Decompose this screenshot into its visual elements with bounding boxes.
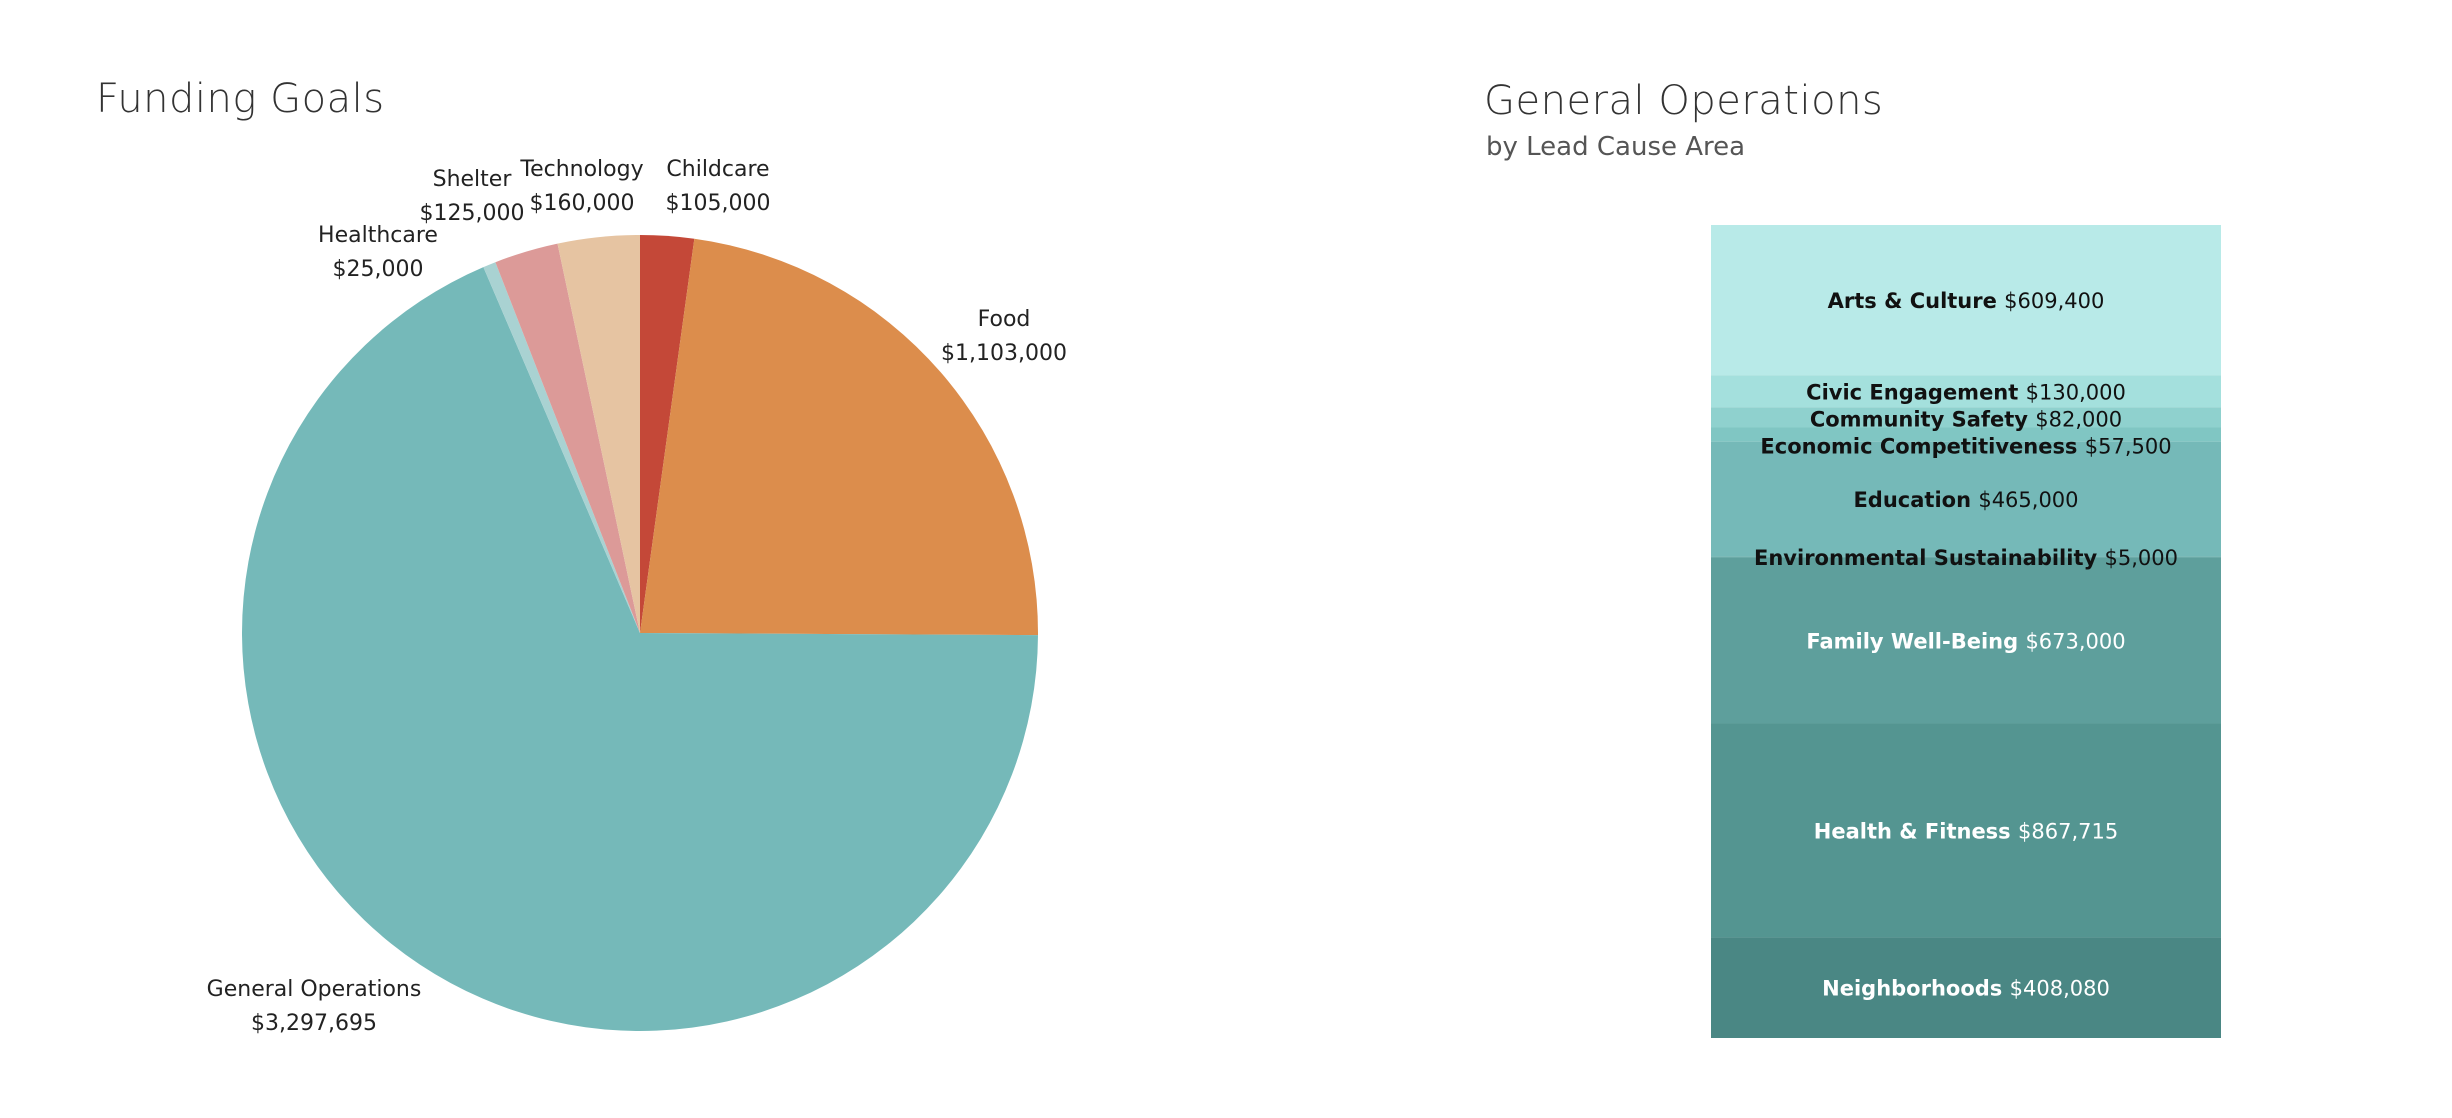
pie-slices <box>242 235 1038 1031</box>
pie-slice-childcare[interactable] <box>640 235 695 633</box>
bar-label-economic-competitiveness: Economic Competitiveness $57,500 <box>1760 434 2171 458</box>
pie-chart-title: Funding Goals <box>96 76 385 122</box>
pie-labels: Childcare $105,000 Food $1,103,000 General O… <box>207 157 1067 1036</box>
pie-value-technology: $160,000 <box>530 191 635 216</box>
pie-value-shelter: $125,000 <box>420 201 525 226</box>
bar-segment-civic-engagement[interactable] <box>1711 375 2221 408</box>
pie-value-healthcare: $25,000 <box>333 257 424 282</box>
pie-slice-food[interactable] <box>640 238 1038 636</box>
pie-value-childcare: $105,000 <box>666 191 771 216</box>
bar-segment-education[interactable] <box>1711 441 2221 557</box>
bar-segments <box>1711 225 2221 1038</box>
bar-segment-neighborhoods[interactable] <box>1711 937 2221 1038</box>
pie-label-healthcare: Healthcare <box>318 223 438 248</box>
bar-label-neighborhoods: Neighborhoods $408,080 <box>1822 977 2110 1001</box>
bar-segment-economic-competitiveness[interactable] <box>1711 427 2221 442</box>
pie-value-food: $1,103,000 <box>941 341 1067 366</box>
bar-label-community-safety: Community Safety $82,000 <box>1810 407 2122 431</box>
funding-goals-pie-chart: Childcare $105,000 Food $1,103,000 General O… <box>207 157 1067 1036</box>
bar-segment-family-well-being[interactable] <box>1711 557 2221 724</box>
pie-slice-healthcare[interactable] <box>483 262 640 633</box>
pie-slice-shelter[interactable] <box>495 243 640 633</box>
pie-slice-technology[interactable] <box>557 235 640 633</box>
bar-segment-arts-and-culture[interactable] <box>1711 225 2221 376</box>
pie-label-food: Food <box>978 307 1031 332</box>
bar-label-family-well-being: Family Well-Being $673,000 <box>1806 630 2125 654</box>
ops-chart-subtitle: by Lead Cause Area <box>1486 132 1746 162</box>
bar-segment-environmental-sustainability[interactable] <box>1711 556 2221 558</box>
pie-label-technology: Technology <box>519 157 643 182</box>
bar-label-arts-and-culture: Arts & Culture $609,400 <box>1828 289 2105 313</box>
bar-label-education: Education $465,000 <box>1853 488 2078 512</box>
ops-chart-title: General Operations <box>1484 78 1884 124</box>
bar-labels: Arts & Culture $609,400 Civic Engagement … <box>1754 289 2178 1001</box>
pie-slice-general-operations[interactable] <box>242 267 1038 1031</box>
bar-segment-community-safety[interactable] <box>1711 407 2221 428</box>
bar-label-civic-engagement: Civic Engagement $130,000 <box>1806 380 2126 404</box>
pie-label-shelter: Shelter <box>433 167 513 192</box>
pie-label-general-operations: General Operations <box>207 977 422 1002</box>
general-operations-stacked-bar: Arts & Culture $609,400 Civic Engagement … <box>1711 225 2221 1038</box>
bar-label-environmental-sustainability: Environmental Sustainability $5,000 <box>1754 546 2178 570</box>
pie-value-general-operations: $3,297,695 <box>251 1011 377 1036</box>
bar-label-health-and-fitness: Health & Fitness $867,715 <box>1814 819 2118 843</box>
bar-segment-health-and-fitness[interactable] <box>1711 723 2221 938</box>
pie-label-childcare: Childcare <box>666 157 769 182</box>
